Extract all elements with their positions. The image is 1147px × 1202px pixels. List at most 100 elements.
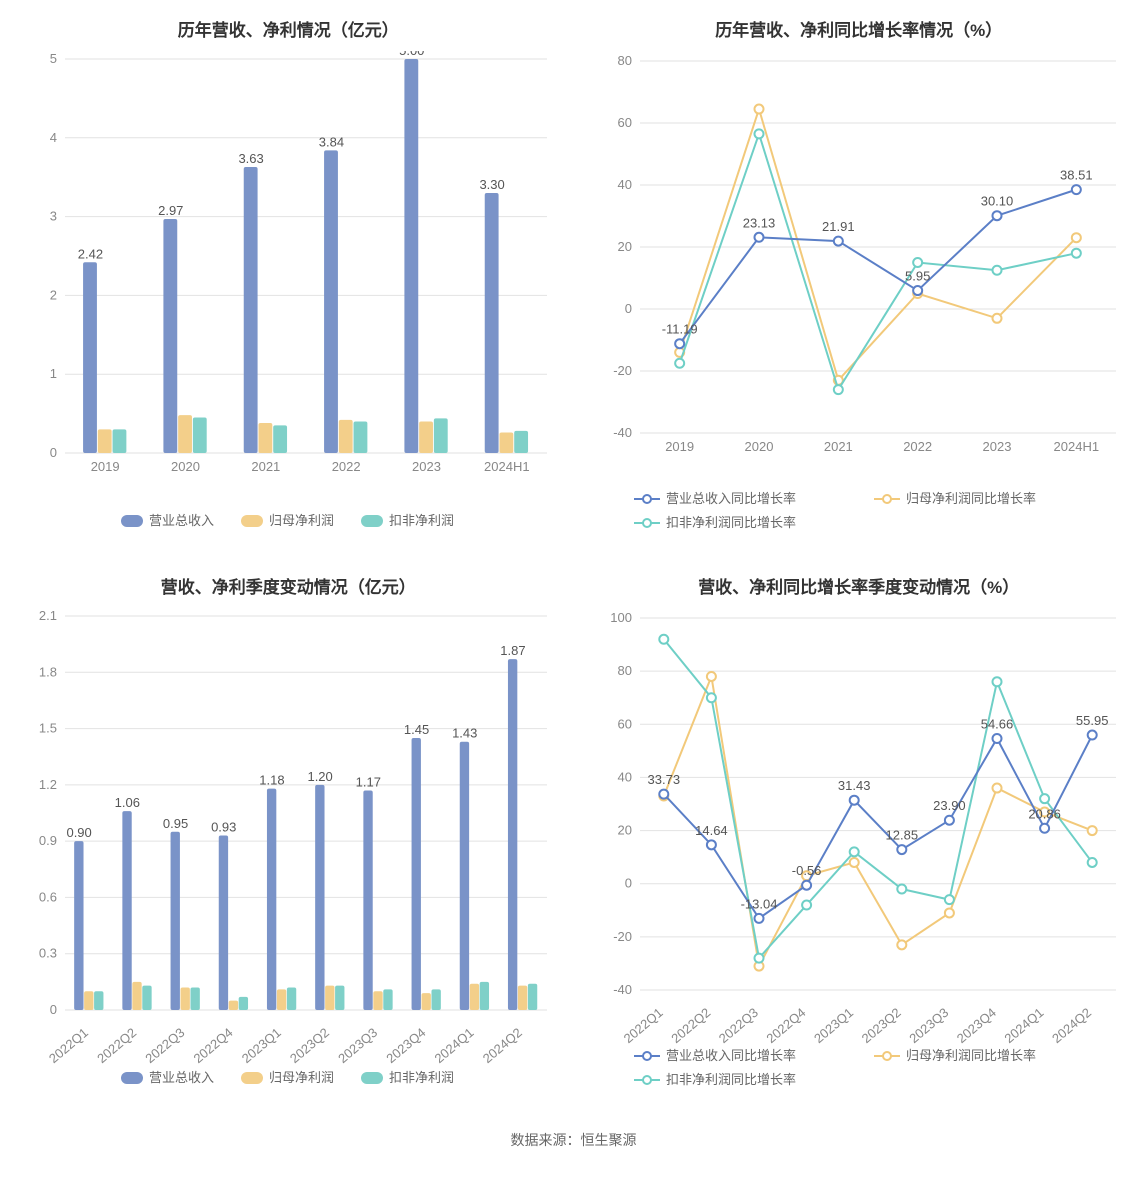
svg-text:-20: -20 [613, 929, 632, 944]
svg-text:4: 4 [50, 130, 57, 145]
svg-text:归母净利润同比增长率: 归母净利润同比增长率 [906, 1048, 1036, 1063]
svg-text:80: 80 [617, 663, 631, 678]
svg-text:100: 100 [610, 610, 632, 625]
svg-text:1.43: 1.43 [452, 726, 477, 741]
panel-chart4: 营收、净利同比增长率季度变动情况（%） -40 -20 0 20 40 60 80 100 33… [583, 569, 1136, 1108]
svg-text:0.9: 0.9 [39, 833, 57, 848]
svg-text:38.51: 38.51 [1060, 168, 1093, 183]
svg-text:2023Q1: 2023Q1 [811, 1005, 856, 1046]
svg-text:54.66: 54.66 [980, 716, 1013, 731]
svg-text:0: 0 [625, 301, 632, 316]
svg-text:20.86: 20.86 [1028, 806, 1061, 821]
svg-text:30.10: 30.10 [980, 194, 1013, 209]
svg-text:0.6: 0.6 [39, 889, 57, 904]
svg-text:-40: -40 [613, 982, 632, 997]
svg-text:5.95: 5.95 [905, 269, 930, 284]
svg-text:归母净利润同比增长率: 归母净利润同比增长率 [906, 491, 1036, 506]
svg-text:1.06: 1.06 [115, 795, 140, 810]
panel-chart3: 营收、净利季度变动情况（亿元） 00.30.60.91.21.51.82.10.… [12, 569, 565, 1108]
svg-text:0: 0 [625, 876, 632, 891]
svg-text:营业总收入: 营业总收入 [149, 513, 214, 528]
svg-text:2022Q2: 2022Q2 [668, 1005, 713, 1046]
svg-text:2023Q4: 2023Q4 [384, 1025, 429, 1066]
svg-text:33.73: 33.73 [647, 772, 680, 787]
svg-text:2019: 2019 [91, 459, 120, 474]
svg-text:60: 60 [617, 115, 631, 130]
svg-text:2023Q2: 2023Q2 [287, 1025, 332, 1066]
svg-text:2: 2 [50, 287, 57, 302]
svg-text:1.17: 1.17 [356, 774, 381, 789]
chart2-canvas: -40-20020406080-11.1923.1321.915.9530.10… [584, 51, 1134, 551]
svg-text:0.93: 0.93 [211, 820, 236, 835]
svg-text:1.2: 1.2 [39, 777, 57, 792]
svg-text:2023: 2023 [412, 459, 441, 474]
svg-text:2023Q3: 2023Q3 [906, 1005, 951, 1046]
svg-text:-40: -40 [613, 425, 632, 440]
svg-text:2023Q1: 2023Q1 [239, 1025, 284, 1066]
svg-text:31.43: 31.43 [838, 778, 871, 793]
svg-text:扣非净利润: 扣非净利润 [389, 1070, 454, 1085]
svg-text:归母净利润: 归母净利润 [269, 513, 334, 528]
svg-text:3.84: 3.84 [319, 134, 344, 149]
svg-text:2022Q1: 2022Q1 [620, 1005, 665, 1046]
svg-text:20: 20 [617, 239, 631, 254]
svg-text:2.42: 2.42 [78, 246, 103, 261]
svg-text:2022Q4: 2022Q4 [763, 1005, 808, 1046]
svg-text:-0.56: -0.56 [792, 863, 822, 878]
svg-text:2021: 2021 [824, 439, 853, 454]
svg-text:-11.19: -11.19 [661, 322, 697, 337]
svg-text:3: 3 [50, 209, 57, 224]
svg-text:2024Q1: 2024Q1 [1001, 1005, 1046, 1046]
svg-text:23.13: 23.13 [742, 215, 775, 230]
svg-text:1.45: 1.45 [404, 722, 429, 737]
svg-text:20: 20 [617, 823, 631, 838]
chart2-title: 历年营收、净利同比增长率情况（%） [715, 16, 1002, 41]
svg-text:-20: -20 [613, 363, 632, 378]
svg-text:1.20: 1.20 [308, 769, 333, 784]
svg-text:55.95: 55.95 [1076, 713, 1109, 728]
svg-text:营业总收入同比增长率: 营业总收入同比增长率 [666, 1048, 796, 1063]
svg-text:3.30: 3.30 [480, 177, 505, 192]
svg-text:2.1: 2.1 [39, 608, 57, 623]
svg-text:60: 60 [617, 716, 631, 731]
svg-text:2022: 2022 [903, 439, 932, 454]
data-source-footer: 数据来源：恒生聚源 [12, 1130, 1135, 1150]
svg-text:2022: 2022 [332, 459, 361, 474]
panel-chart1: 历年营收、净利情况（亿元） 0123452.4220192.9720203.63… [12, 12, 565, 551]
svg-text:0.90: 0.90 [67, 825, 92, 840]
svg-text:2023Q3: 2023Q3 [335, 1025, 380, 1066]
svg-text:1.8: 1.8 [39, 664, 57, 679]
svg-text:1.18: 1.18 [260, 773, 285, 788]
svg-text:3.63: 3.63 [239, 151, 264, 166]
svg-text:2023Q2: 2023Q2 [858, 1005, 903, 1046]
svg-text:2020: 2020 [171, 459, 200, 474]
svg-text:扣非净利润: 扣非净利润 [389, 513, 454, 528]
svg-text:0: 0 [50, 1002, 57, 1017]
svg-text:2022Q3: 2022Q3 [143, 1025, 188, 1066]
svg-text:5.00: 5.00 [399, 51, 424, 58]
svg-text:2023: 2023 [982, 439, 1011, 454]
svg-text:0: 0 [50, 445, 57, 460]
svg-text:扣非净利润同比增长率: 扣非净利润同比增长率 [666, 515, 796, 530]
svg-text:2024H1: 2024H1 [484, 459, 530, 474]
svg-text:2024H1: 2024H1 [1053, 439, 1099, 454]
panel-chart2: 历年营收、净利同比增长率情况（%） -40-20020406080-11.192… [583, 12, 1136, 551]
svg-text:40: 40 [617, 769, 631, 784]
svg-text:1.87: 1.87 [501, 643, 526, 658]
chart3-title: 营收、净利季度变动情况（亿元） [161, 573, 416, 598]
svg-text:2023Q4: 2023Q4 [954, 1005, 999, 1046]
svg-text:1: 1 [50, 366, 57, 381]
chart-grid: 历年营收、净利情况（亿元） 0123452.4220192.9720203.63… [12, 12, 1135, 1108]
svg-text:2024Q2: 2024Q2 [480, 1025, 525, 1066]
svg-text:5: 5 [50, 51, 57, 66]
svg-text:2.97: 2.97 [158, 203, 183, 218]
svg-text:-13.04: -13.04 [740, 896, 777, 911]
svg-text:扣非净利润同比增长率: 扣非净利润同比增长率 [666, 1072, 796, 1087]
svg-text:2019: 2019 [665, 439, 694, 454]
chart3-canvas: 00.30.60.91.21.51.82.10.902022Q11.062022… [13, 608, 563, 1108]
chart4-title: 营收、净利同比增长率季度变动情况（%） [698, 573, 1019, 598]
svg-text:归母净利润: 归母净利润 [269, 1070, 334, 1085]
svg-text:21.91: 21.91 [822, 219, 855, 234]
svg-text:2024Q1: 2024Q1 [432, 1025, 477, 1066]
svg-text:0.3: 0.3 [39, 946, 57, 961]
